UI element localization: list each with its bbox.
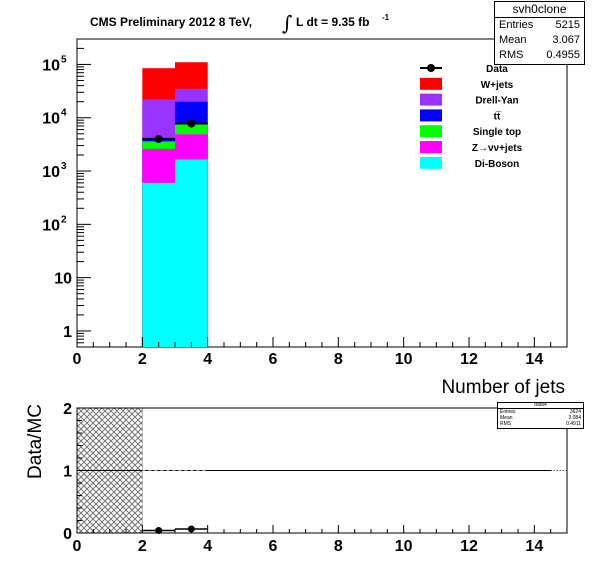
bar-di-boson-bin-1 [175,159,208,347]
stats-label: Entries [500,409,516,415]
y-tick-exponent: 5 [61,54,67,65]
stats-value: 0.4955 [546,49,580,61]
stats-label: RMS [500,421,512,427]
data-point [154,134,163,143]
legend-label: Single top [473,127,521,138]
legend-marker [427,64,435,72]
ratio-x-tick-label: 2 [138,538,147,555]
stats-box-main: svh0clone Entries 5215 Mean 3.067 RMS 0.… [494,1,585,65]
y-tick-exponent: 2 [61,214,67,225]
x-tick-label: 10 [395,351,413,368]
legend-label: Drell-Yan [475,96,518,107]
legend-label: W+jets [481,80,514,91]
bar-di-boson-bin-0 [142,182,175,347]
stats-row-mean: Mean 3.067 [495,33,584,48]
stats-box-title: svh0clone [495,2,584,18]
ratio-x-tick-label: 4 [203,538,212,555]
title-main: CMS Preliminary 2012 8 TeV, [90,15,252,29]
legend-swatch [420,141,442,153]
legend-swatch [420,77,442,90]
legend: Data W+jets Drell-Yan tt̅ Single top Z→νν+jet… [420,64,523,170]
x-tick-label: 4 [203,351,212,368]
ratio-y-tick-label: 2 [63,401,72,418]
y-tick-label: 10 [42,57,60,74]
stats-label: Mean [499,34,527,46]
ratio-x-tick-label: 0 [73,538,82,555]
legend-swatch [420,109,442,122]
ratio-points [142,525,208,534]
ratio-x-tick-label: 6 [269,538,278,555]
legend-label: Data [486,64,508,75]
x-tick-label: 0 [73,351,82,368]
stats-row-rms: RMS 0.4955 [495,48,584,63]
stats-value: 3.067 [552,34,580,46]
ratio-x-tick-label: 8 [334,538,343,555]
x-tick-label: 14 [525,351,543,368]
y-tick-label: 10 [54,271,72,288]
stats-value: 3624 [569,409,581,415]
legend-swatch [420,156,442,169]
x-axis-label: Number of jets [441,377,565,398]
stats-value: 5215 [555,19,580,31]
data-points [142,119,208,143]
x-tick-label: 8 [334,351,343,368]
y-tick-label: 10 [42,164,60,181]
y-tick-exponent: 4 [61,108,67,119]
stacked-bars [142,62,208,348]
plot-title: CMS Preliminary 2012 8 TeV, ∫ L dt = 9.3… [90,11,390,35]
stats-row-entries: Entries 3624 [498,409,583,415]
y-tick-label: 1 [63,324,72,341]
stats-label: Mean [500,415,513,421]
legend-swatch [420,93,442,106]
ratio-y-tick-label: 1 [63,464,72,481]
stats-row-entries: Entries 5215 [495,18,584,33]
title-lumi-sup: -1 [382,13,390,22]
legend-label: Di-Boson [475,159,519,170]
ratio-x-tick-label: 14 [525,538,543,555]
x-tick-label: 6 [269,351,278,368]
ratio-y-axis-label: Data/MC [25,404,46,479]
ratio-point [187,525,195,533]
ratio-y-tick-label: 0 [63,526,72,543]
stats-box-title: data4 [498,403,583,409]
stats-box-ratio: data4 Entries 3624 Mean 3.084 RMS 0.4911 [497,402,584,429]
stats-value: 3.084 [568,415,581,421]
legend-swatch [420,125,442,138]
ratio-x-tick-label: 12 [460,538,478,555]
stats-label: Entries [499,19,534,31]
title-lumi: L dt = 9.35 fb [296,15,369,29]
y-tick-label: 10 [42,111,60,128]
y-tick-exponent: 3 [61,161,67,172]
legend-label: tt̅ [494,111,502,123]
stats-label: RMS [499,49,524,61]
ratio-x-tick-label: 10 [395,538,413,555]
x-tick-label: 12 [460,351,478,368]
stats-row-mean: Mean 3.084 [498,415,583,421]
legend-label: Z→νν+jets [472,143,523,154]
stats-value: 0.4911 [566,421,581,427]
integral-sign: ∫ [282,11,292,35]
x-tick-label: 2 [138,351,147,368]
stats-row-rms: RMS 0.4911 [498,421,583,427]
data-point [187,119,196,128]
y-tick-label: 10 [42,217,60,234]
